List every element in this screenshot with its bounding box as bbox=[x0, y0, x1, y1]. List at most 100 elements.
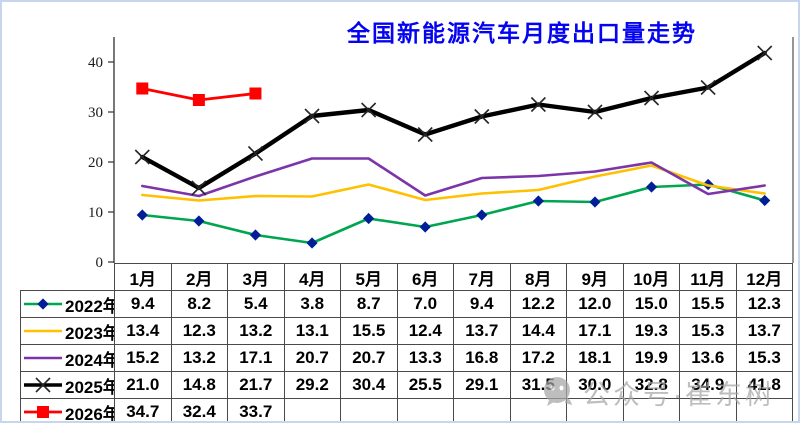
value-cell: 13.2 bbox=[227, 317, 285, 345]
square-marker bbox=[37, 406, 49, 418]
month-header-cell: 7月 bbox=[453, 263, 511, 291]
value-cell: 15.3 bbox=[735, 344, 793, 372]
legend-cell-2023年: 2023年 bbox=[20, 317, 115, 345]
series-line bbox=[140, 50, 767, 191]
series-line bbox=[141, 157, 766, 198]
value-cell: 30.4 bbox=[340, 371, 398, 399]
month-header-cell: 10月 bbox=[622, 263, 680, 291]
value-cell: 12.3 bbox=[170, 317, 228, 345]
value-cell: 29.2 bbox=[283, 371, 341, 399]
legend-label: 2024年 bbox=[65, 350, 115, 370]
diamond-marker bbox=[249, 229, 262, 241]
value-cell bbox=[622, 398, 680, 421]
value-cell: 31.5 bbox=[509, 371, 567, 399]
series-2026年 bbox=[136, 82, 262, 106]
value-cell: 20.7 bbox=[340, 344, 398, 372]
value-cell bbox=[283, 398, 341, 421]
month-header-cell: 11月 bbox=[679, 263, 737, 291]
value-cell: 12.4 bbox=[396, 317, 454, 345]
legend-sample-2025年 bbox=[24, 377, 62, 393]
value-cell bbox=[453, 398, 511, 421]
diamond-marker bbox=[193, 215, 205, 227]
diamond-marker bbox=[759, 194, 771, 207]
value-cell: 16.8 bbox=[453, 344, 511, 372]
diamond-marker bbox=[363, 212, 375, 225]
x-marker bbox=[417, 126, 433, 143]
series-2025年 bbox=[134, 45, 773, 196]
value-cell: 8.2 bbox=[170, 290, 228, 318]
x-marker bbox=[474, 108, 490, 125]
value-cell: 13.7 bbox=[735, 317, 793, 345]
value-cell: 17.1 bbox=[227, 344, 285, 372]
series-line bbox=[141, 183, 766, 245]
diamond-marker bbox=[419, 221, 431, 233]
month-header-cell: 1月 bbox=[114, 263, 172, 291]
value-cell: 32.4 bbox=[170, 398, 228, 421]
month-header-row: 1月 2月 3月 4月 5月 6月 7月 8月 9月 10月 11月 12月 bbox=[21, 263, 793, 291]
x-marker bbox=[191, 180, 207, 196]
y-tick-label: 20 bbox=[88, 155, 103, 171]
legend-header-spacer bbox=[21, 264, 115, 291]
table-row-2023年: 2023年 13.4 12.3 13.2 13.1 15.5 12.4 13.7 14.4 17.… bbox=[20, 317, 793, 345]
diamond-marker bbox=[532, 195, 544, 207]
value-cell: 12.3 bbox=[735, 290, 793, 318]
value-cell: 21.0 bbox=[114, 371, 172, 399]
month-header-cell: 4月 bbox=[283, 263, 341, 291]
value-cell: 21.7 bbox=[227, 371, 285, 399]
value-cell: 19.3 bbox=[622, 317, 680, 345]
value-cell: 9.4 bbox=[453, 290, 511, 318]
month-header-cell: 5月 bbox=[340, 263, 398, 291]
x-marker bbox=[643, 90, 660, 106]
x-marker bbox=[304, 108, 320, 124]
legend-sample-2024年 bbox=[24, 356, 62, 360]
y-tick-label: 30 bbox=[88, 105, 103, 121]
value-cell: 13.4 bbox=[114, 317, 172, 345]
y-tick-label: 0 bbox=[96, 255, 104, 271]
diamond-marker bbox=[37, 298, 49, 310]
legend-label: 2022年 bbox=[65, 296, 115, 316]
x-marker bbox=[134, 149, 150, 165]
value-cell bbox=[340, 398, 398, 421]
diamond-marker bbox=[136, 209, 148, 221]
month-header-cell: 6月 bbox=[396, 263, 454, 291]
value-cell: 7.0 bbox=[396, 290, 454, 318]
legend-sample-2026年 bbox=[24, 406, 62, 418]
month-header-cell: 12月 bbox=[735, 263, 793, 291]
month-header-cell: 2月 bbox=[170, 263, 228, 291]
legend-cell-2022年: 2022年 bbox=[20, 290, 115, 318]
legend-cell-2025年: 2025年 bbox=[20, 371, 115, 399]
axes bbox=[113, 37, 794, 263]
data-table: 1月 2月 3月 4月 5月 6月 7月 8月 9月 10月 11月 12月 2022年 9.4 8.2 5… bbox=[20, 263, 793, 423]
value-cell: 15.0 bbox=[622, 290, 680, 318]
x-marker bbox=[247, 145, 264, 162]
y-axis: 0 10 20 30 40 bbox=[88, 55, 114, 271]
month-header-cell: 8月 bbox=[509, 263, 567, 291]
value-cell: 17.1 bbox=[566, 317, 624, 345]
value-cell: 13.1 bbox=[283, 317, 341, 345]
diamond-marker bbox=[589, 196, 601, 208]
legend-label: 2026年 bbox=[65, 404, 115, 423]
legend-sample-2023年 bbox=[24, 329, 62, 333]
value-cell bbox=[566, 398, 624, 421]
value-cell: 8.7 bbox=[340, 290, 398, 318]
value-cell: 34.9 bbox=[679, 371, 737, 399]
chart-title: 全国新能源汽车月度出口量走势 bbox=[347, 21, 697, 46]
value-cell: 15.3 bbox=[679, 317, 737, 345]
x-marker bbox=[700, 79, 716, 96]
value-cell: 30.0 bbox=[566, 371, 624, 399]
value-cell: 13.3 bbox=[396, 344, 454, 372]
table-row-2022年: 2022年 9.4 8.2 5.4 3.8 8.7 7.0 9.4 12.2 12.0 15.0 15… bbox=[20, 290, 793, 318]
value-cell: 17.2 bbox=[509, 344, 567, 372]
square-marker bbox=[136, 82, 149, 95]
value-cell bbox=[509, 398, 567, 421]
y-tick-label: 10 bbox=[88, 205, 103, 221]
value-cell: 33.7 bbox=[227, 398, 285, 421]
legend-cell-2026年: 2026年 bbox=[20, 398, 115, 423]
table-row-2024年: 2024年 15.2 13.2 17.1 20.7 20.7 13.3 16.8 17.2 18.… bbox=[20, 344, 793, 372]
value-cell: 18.1 bbox=[566, 344, 624, 372]
value-cell: 15.5 bbox=[340, 317, 398, 345]
value-cell: 29.1 bbox=[453, 371, 511, 399]
series-2024年 bbox=[141, 157, 766, 198]
